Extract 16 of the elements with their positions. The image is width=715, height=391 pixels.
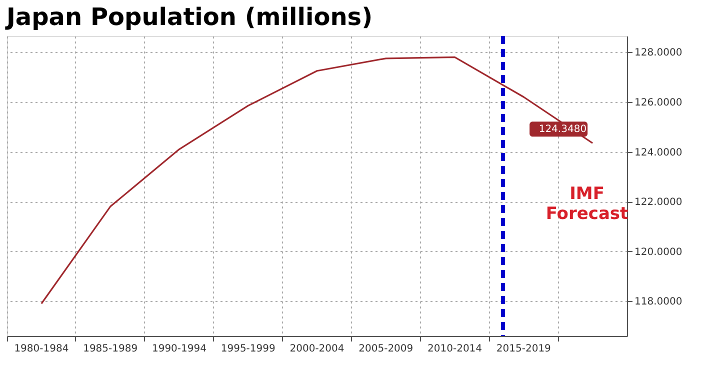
y-tick-label: 118.0000 (634, 296, 682, 308)
y-tick-label: 120.0000 (634, 246, 682, 258)
x-tick-label: 2000-2004 (290, 344, 344, 354)
chart-title: Japan Population (millions) (4, 3, 373, 31)
x-tick-label: 1995-1999 (220, 344, 276, 354)
y-tick-label: 126.0000 (634, 97, 682, 108)
x-tick-label: 1985-1989 (83, 344, 138, 354)
y-tick-label: 122.0000 (634, 197, 682, 208)
x-tick-label: 1980-1984 (14, 344, 69, 354)
x-tick-label: 2005-2009 (358, 344, 414, 354)
y-tick-label: 128.0000 (634, 48, 682, 59)
x-tick-label: 2010-2014 (428, 344, 482, 354)
x-tick-label: 1990-1994 (152, 344, 206, 354)
x-tick-label: 2015-2019 (496, 344, 551, 354)
data-label: 124.3480 (538, 124, 587, 136)
y-tick-label: 124.0000 (634, 147, 682, 158)
